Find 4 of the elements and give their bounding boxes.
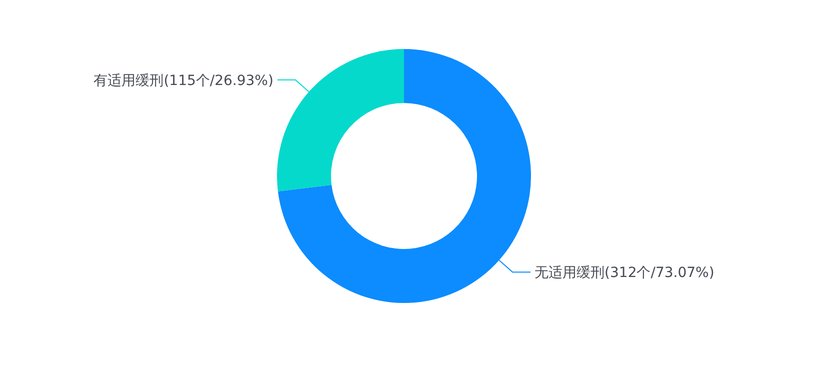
donut-slice	[277, 49, 404, 192]
slice-label: 有适用缓刑(115个/26.93%)	[94, 72, 274, 89]
donut-slice	[278, 49, 531, 303]
slice-label: 无适用缓刑(312个/73.07%)	[534, 265, 714, 282]
